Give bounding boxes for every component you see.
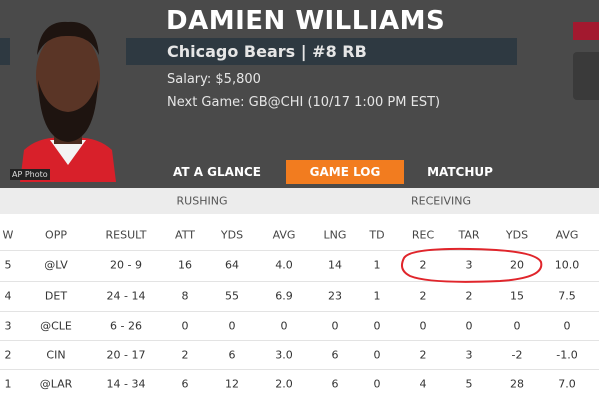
table-cell: 2.0 xyxy=(275,377,293,391)
column-header: YDS xyxy=(220,228,244,242)
player-header: AP Photo DAMIEN WILLIAMS Chicago Bears |… xyxy=(0,0,599,188)
table-cell: CIN xyxy=(46,348,66,362)
row-divider xyxy=(0,369,599,370)
table-cell: 2 xyxy=(419,289,427,303)
table-cell: 15 xyxy=(510,289,524,303)
table-cell: 0 xyxy=(331,319,339,333)
row-divider xyxy=(0,281,599,282)
column-header: AVG xyxy=(272,228,296,242)
table-cell: 6.9 xyxy=(275,289,293,303)
table-cell: 14 xyxy=(328,258,342,272)
table-cell: 0 xyxy=(228,319,236,333)
table-cell: 20 - 9 xyxy=(110,258,142,272)
side-card xyxy=(573,52,599,100)
photo-credit: AP Photo xyxy=(10,169,50,180)
row-divider xyxy=(0,311,599,312)
table-cell: @LAR xyxy=(39,377,73,391)
table-cell: 3.0 xyxy=(275,348,293,362)
table-cell: -2 xyxy=(511,348,523,362)
table-cell: 0 xyxy=(373,319,381,333)
table-cell: 23 xyxy=(328,289,342,303)
table-cell: 14 - 34 xyxy=(106,377,146,391)
side-badge xyxy=(573,22,599,40)
table-cell: 0 xyxy=(563,319,571,333)
table-cell: 3 xyxy=(465,258,473,272)
table-cell: 0 xyxy=(373,377,381,391)
table-cell: 6 - 26 xyxy=(110,319,142,333)
table-cell: 0 xyxy=(181,319,189,333)
column-header: AVG xyxy=(555,228,579,242)
table-cell: 12 xyxy=(225,377,239,391)
table-cell: 6 xyxy=(181,377,189,391)
column-header: LNG xyxy=(323,228,347,242)
table-cell: @LV xyxy=(44,258,68,272)
table-cell: 1 xyxy=(4,377,12,391)
table-cell: 3 xyxy=(4,319,12,333)
team-info: Chicago Bears | #8 RB xyxy=(167,42,367,61)
table-cell: 10.0 xyxy=(554,258,580,272)
column-header: ATT xyxy=(175,228,195,242)
group-label: RECEIVING xyxy=(411,194,471,208)
table-cell: 3 xyxy=(465,348,473,362)
player-photo xyxy=(10,0,126,182)
table-cell: 2 xyxy=(419,348,427,362)
tab-active[interactable]: GAME LOG xyxy=(309,165,381,179)
table-cell: 4.0 xyxy=(275,258,293,272)
table-cell: 8 xyxy=(181,289,189,303)
column-header: TAR xyxy=(458,228,480,242)
table-cell: 28 xyxy=(510,377,524,391)
column-header: TD xyxy=(369,228,385,242)
next-game: Next Game: GB@CHI (10/17 1:00 PM EST) xyxy=(167,95,441,110)
table-cell: 20 - 17 xyxy=(106,348,146,362)
column-header: REC xyxy=(411,228,435,242)
table-cell: 1 xyxy=(373,289,381,303)
player-name: DAMIEN WILLIAMS xyxy=(166,6,446,36)
table-cell: 55 xyxy=(225,289,239,303)
table-cell: 6 xyxy=(331,377,339,391)
salary: Salary: $5,800 xyxy=(167,72,261,87)
table-cell: 2 xyxy=(419,258,427,272)
column-header: W xyxy=(2,228,14,242)
table-cell: 6 xyxy=(228,348,236,362)
table-cell: 2 xyxy=(181,348,189,362)
table-cell: 24 - 14 xyxy=(106,289,146,303)
table-cell: 6 xyxy=(331,348,339,362)
table-cell: 0 xyxy=(465,319,473,333)
table-cell: -1.0 xyxy=(556,348,578,362)
table-cell: 4 xyxy=(4,289,12,303)
table-cell: 16 xyxy=(178,258,192,272)
table-cell: 5 xyxy=(465,377,473,391)
table-cell: @CLE xyxy=(40,319,72,333)
table-cell: 0 xyxy=(373,348,381,362)
table-cell: 0 xyxy=(513,319,521,333)
table-cell: 4 xyxy=(419,377,427,391)
table-cell: 64 xyxy=(225,258,239,272)
column-header: OPP xyxy=(45,228,67,242)
column-header: RESULT xyxy=(105,228,147,242)
group-label: RUSHING xyxy=(176,194,228,208)
table-cell: 7.0 xyxy=(558,377,576,391)
table-cell: 1 xyxy=(373,258,381,272)
table-cell: 7.5 xyxy=(558,289,576,303)
column-header: YDS xyxy=(505,228,529,242)
table-cell: DET xyxy=(44,289,68,303)
tab[interactable]: AT A GLANCE xyxy=(172,165,262,179)
active-tab-bg xyxy=(286,160,404,184)
table-cell: 0 xyxy=(280,319,288,333)
tab[interactable]: MATCHUP xyxy=(427,165,493,179)
row-divider xyxy=(0,250,599,251)
table-cell: 2 xyxy=(465,289,473,303)
row-divider xyxy=(0,340,599,341)
table-cell: 2 xyxy=(4,348,12,362)
table-cell: 5 xyxy=(4,258,12,272)
table-cell: 0 xyxy=(419,319,427,333)
table-cell: 20 xyxy=(510,258,524,272)
group-header xyxy=(0,188,599,214)
